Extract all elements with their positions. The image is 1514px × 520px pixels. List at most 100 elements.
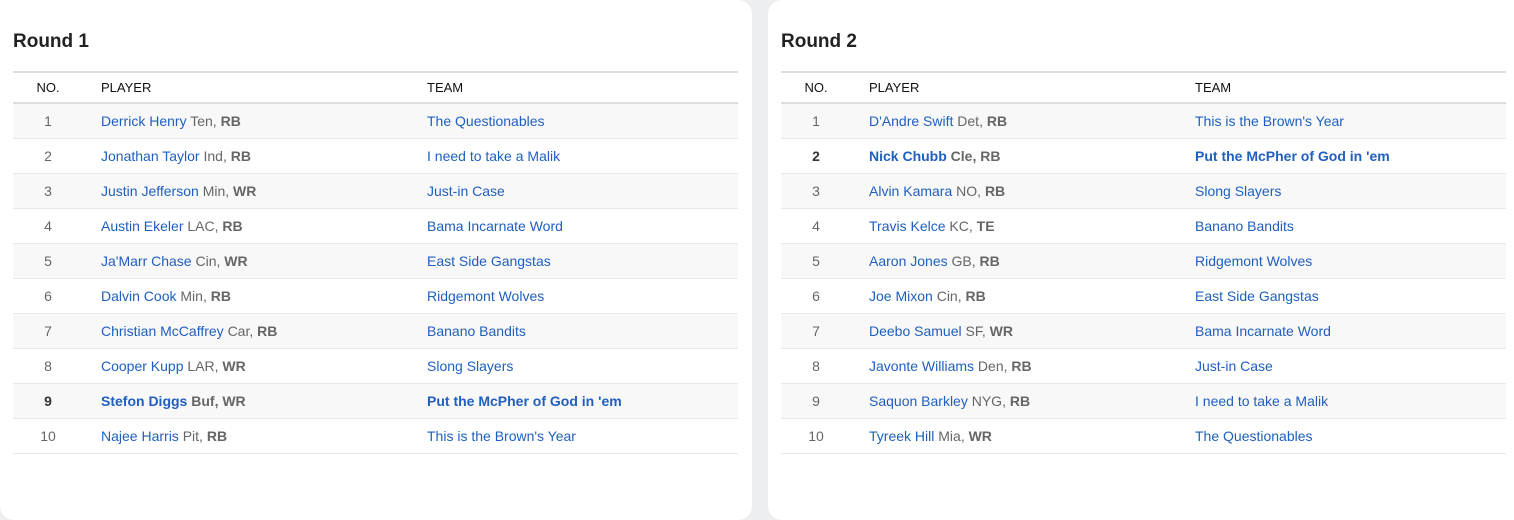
team-cell: The Questionables — [1195, 418, 1506, 453]
team-cell: Banano Bandits — [1195, 208, 1506, 243]
position: RB — [979, 252, 1000, 269]
player-cell: Cooper Kupp LAR, WR — [101, 357, 246, 374]
team-cell: This is the Brown's Year — [427, 418, 738, 453]
player-cell: Joe Mixon Cin, RB — [869, 287, 986, 304]
team-link[interactable]: Banano Bandits — [1195, 217, 1294, 234]
player-link[interactable]: Dalvin Cook — [101, 287, 177, 304]
pick-number: 10 — [808, 427, 824, 444]
nfl-team: Min — [202, 182, 226, 199]
pick-number: 3 — [44, 182, 52, 199]
team-link[interactable]: Ridgemont Wolves — [1195, 252, 1313, 269]
position: RB — [1009, 392, 1031, 409]
player-link[interactable]: Deebo Samuel — [869, 322, 962, 339]
player-cell: Saquon Barkley NYG, RB — [869, 392, 1031, 409]
team-link[interactable]: Bama Incarnate Word — [427, 217, 563, 234]
player-link[interactable]: Derrick Henry — [101, 112, 187, 129]
player-link[interactable]: Christian McCaffrey — [101, 322, 224, 339]
team-link[interactable]: The Questionables — [1195, 427, 1313, 444]
team-link[interactable]: The Questionables — [427, 112, 545, 129]
player-link[interactable]: Tyreek Hill — [869, 427, 935, 444]
pick-number: 9 — [44, 392, 52, 409]
position: RB — [1011, 357, 1032, 374]
team-link[interactable]: Ridgemont Wolves — [427, 287, 545, 304]
pick-number: 8 — [812, 357, 820, 374]
team-link[interactable]: Just-in Case — [1195, 357, 1273, 374]
team-link[interactable]: Just-in Case — [427, 182, 505, 199]
player-link[interactable]: D'Andre Swift — [869, 112, 954, 129]
player-link[interactable]: Stefon Diggs — [101, 392, 188, 409]
team-link[interactable]: East Side Gangstas — [427, 252, 551, 269]
player-link[interactable]: Austin Ekeler — [101, 217, 184, 234]
nfl-team: Den — [977, 357, 1004, 374]
round-2-table: NO. PLAYER TEAM 1 D'Andre Swift Det, RB … — [781, 71, 1506, 454]
team-link[interactable]: Slong Slayers — [427, 357, 514, 374]
player-cell: Travis Kelce KC, TE — [869, 217, 995, 234]
team-cell: Just-in Case — [1195, 348, 1506, 383]
pick-number: 3 — [812, 182, 820, 199]
table-row: 10 Tyreek Hill Mia, WR The Questionables — [781, 418, 1506, 453]
table-row: 6 Joe Mixon Cin, RB East Side Gangstas — [781, 278, 1506, 313]
position: WR — [224, 252, 248, 269]
nfl-team: Cin — [195, 252, 217, 269]
player-cell: Aaron Jones GB, RB — [869, 252, 1000, 269]
player-cell: Javonte Williams Den, RB — [869, 357, 1032, 374]
nfl-team: Min — [180, 287, 203, 304]
team-link[interactable]: I need to take a Malik — [427, 147, 561, 164]
team-cell: Banano Bandits — [427, 313, 738, 348]
pick-number: 8 — [44, 357, 52, 374]
table-row: 7 Deebo Samuel SF, WR Bama Incarnate Wor… — [781, 313, 1506, 348]
player-link[interactable]: Cooper Kupp — [101, 357, 184, 374]
player-cell: Justin Jefferson Min, WR — [101, 182, 257, 199]
player-link[interactable]: Justin Jefferson — [101, 182, 199, 199]
table-row: 9 Saquon Barkley NYG, RB I need to take … — [781, 383, 1506, 418]
team-link[interactable]: This is the Brown's Year — [1195, 112, 1344, 129]
player-link[interactable]: Najee Harris — [101, 427, 179, 444]
team-link[interactable]: I need to take a Malik — [1195, 392, 1329, 409]
team-cell: Slong Slayers — [1195, 173, 1506, 208]
table-row: 3 Justin Jefferson Min, WR Just-in Case — [13, 173, 738, 208]
pick-number: 5 — [44, 252, 52, 269]
round-title: Round 2 — [781, 31, 857, 52]
header-no: NO. — [36, 80, 60, 95]
team-link[interactable]: Slong Slayers — [1195, 182, 1282, 199]
nfl-team: Cle — [950, 147, 973, 164]
team-link[interactable]: Put the McPher of God in 'em — [1195, 147, 1390, 164]
position: WR — [968, 427, 992, 444]
position: RB — [220, 112, 241, 129]
player-link[interactable]: Aaron Jones — [869, 252, 948, 269]
player-link[interactable]: Jonathan Taylor — [101, 147, 200, 164]
nfl-team: Pit — [182, 427, 200, 444]
position: RB — [230, 147, 251, 164]
player-link[interactable]: Nick Chubb — [869, 147, 947, 164]
position: RB — [210, 287, 231, 304]
player-link[interactable]: Ja'Marr Chase — [101, 252, 192, 269]
pick-number: 6 — [44, 287, 52, 304]
nfl-team: Ind — [203, 147, 223, 164]
team-link[interactable]: Put the McPher of God in 'em — [427, 392, 622, 409]
position: RB — [984, 182, 1006, 199]
table-row: 1 D'Andre Swift Det, RB This is the Brow… — [781, 103, 1506, 138]
table-row: 6 Dalvin Cook Min, RB Ridgemont Wolves — [13, 278, 738, 313]
player-link[interactable]: Saquon Barkley — [869, 392, 968, 409]
position: RB — [257, 322, 278, 339]
team-link[interactable]: This is the Brown's Year — [427, 427, 576, 444]
table-row: 4 Austin Ekeler LAC, RB Bama Incarnate W… — [13, 208, 738, 243]
table-row: 10 Najee Harris Pit, RB This is the Brow… — [13, 418, 738, 453]
player-link[interactable]: Alvin Kamara — [869, 182, 953, 199]
pick-number: 7 — [44, 322, 52, 339]
team-link[interactable]: East Side Gangstas — [1195, 287, 1319, 304]
team-link[interactable]: Bama Incarnate Word — [1195, 322, 1331, 339]
team-cell: Ridgemont Wolves — [1195, 243, 1506, 278]
table-header: NO. PLAYER TEAM — [13, 72, 738, 103]
player-link[interactable]: Javonte Williams — [869, 357, 975, 374]
pick-number: 4 — [44, 217, 52, 234]
player-link[interactable]: Joe Mixon — [869, 287, 933, 304]
player-cell: Tyreek Hill Mia, WR — [869, 427, 992, 444]
table-row: 4 Travis Kelce KC, TE Banano Bandits — [781, 208, 1506, 243]
team-link[interactable]: Banano Bandits — [427, 322, 526, 339]
nfl-team: SF — [965, 322, 982, 339]
player-link[interactable]: Travis Kelce — [869, 217, 946, 234]
table-row: 1 Derrick Henry Ten, RB The Questionable… — [13, 103, 738, 138]
pick-number: 4 — [812, 217, 820, 234]
nfl-team: KC — [949, 217, 969, 234]
